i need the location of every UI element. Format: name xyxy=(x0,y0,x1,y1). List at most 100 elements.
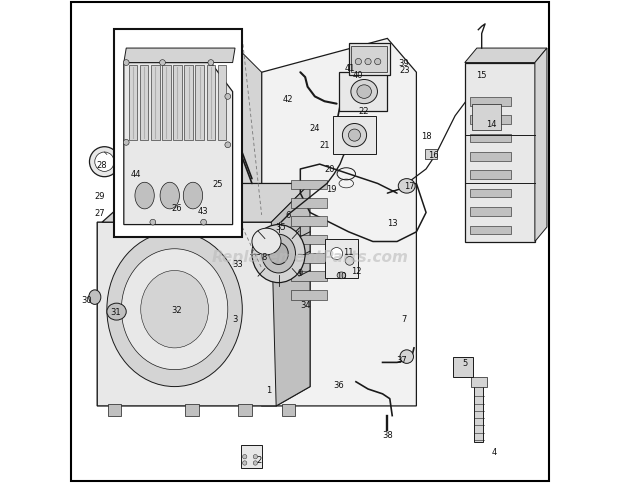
Ellipse shape xyxy=(208,60,214,66)
Bar xyxy=(333,117,376,155)
Text: 42: 42 xyxy=(283,95,293,104)
Ellipse shape xyxy=(107,232,242,387)
Ellipse shape xyxy=(160,183,179,210)
Polygon shape xyxy=(102,184,310,223)
Bar xyxy=(140,66,148,141)
Text: 1: 1 xyxy=(266,385,272,393)
Bar xyxy=(173,66,182,141)
Text: 24: 24 xyxy=(309,124,320,133)
Text: 2: 2 xyxy=(257,454,262,464)
Ellipse shape xyxy=(252,229,281,255)
Bar xyxy=(218,66,226,141)
Ellipse shape xyxy=(123,60,129,66)
Text: 9: 9 xyxy=(298,269,303,278)
Ellipse shape xyxy=(128,170,143,178)
Ellipse shape xyxy=(345,257,354,266)
Polygon shape xyxy=(124,49,235,63)
Bar xyxy=(469,226,511,235)
Text: 6: 6 xyxy=(286,211,291,220)
Text: 7: 7 xyxy=(402,315,407,324)
Ellipse shape xyxy=(262,235,296,273)
Text: 35: 35 xyxy=(276,223,286,232)
Polygon shape xyxy=(465,63,535,242)
Bar xyxy=(339,73,388,112)
Bar xyxy=(471,377,487,387)
Bar xyxy=(282,404,296,416)
Bar xyxy=(206,66,215,141)
Text: 41: 41 xyxy=(344,64,355,73)
Ellipse shape xyxy=(95,153,114,172)
Ellipse shape xyxy=(107,303,126,320)
Text: 23: 23 xyxy=(399,66,410,75)
Ellipse shape xyxy=(89,148,120,177)
Text: 44: 44 xyxy=(131,170,141,179)
Ellipse shape xyxy=(135,183,154,210)
Text: 13: 13 xyxy=(387,218,397,227)
Text: 20: 20 xyxy=(324,165,335,174)
Bar xyxy=(291,254,327,263)
Ellipse shape xyxy=(201,220,206,226)
Ellipse shape xyxy=(355,60,361,66)
Ellipse shape xyxy=(400,350,414,363)
Text: 25: 25 xyxy=(213,180,223,189)
Ellipse shape xyxy=(89,290,101,305)
Text: 31: 31 xyxy=(110,307,121,317)
Ellipse shape xyxy=(342,124,366,148)
Bar xyxy=(324,240,358,278)
Ellipse shape xyxy=(128,151,143,159)
Ellipse shape xyxy=(242,454,247,459)
Ellipse shape xyxy=(128,197,143,205)
Polygon shape xyxy=(97,223,310,406)
Text: 29: 29 xyxy=(94,192,105,201)
Text: 27: 27 xyxy=(94,209,105,217)
Bar xyxy=(469,116,511,125)
Ellipse shape xyxy=(374,60,381,66)
Ellipse shape xyxy=(184,183,203,210)
Text: 11: 11 xyxy=(343,247,354,256)
Ellipse shape xyxy=(253,461,257,465)
Bar xyxy=(195,66,204,141)
Text: 26: 26 xyxy=(172,204,182,212)
Ellipse shape xyxy=(351,80,378,105)
Bar xyxy=(291,180,327,190)
Ellipse shape xyxy=(128,221,143,229)
Text: 40: 40 xyxy=(353,71,363,80)
Text: 18: 18 xyxy=(421,131,432,140)
Bar xyxy=(184,66,193,141)
Bar xyxy=(291,217,327,227)
Polygon shape xyxy=(535,49,547,242)
Bar xyxy=(108,404,122,416)
Ellipse shape xyxy=(253,454,257,459)
Ellipse shape xyxy=(225,94,231,100)
Ellipse shape xyxy=(365,60,371,66)
Text: 21: 21 xyxy=(319,141,330,150)
Text: 17: 17 xyxy=(404,182,414,191)
Text: 4: 4 xyxy=(491,447,497,456)
Text: 14: 14 xyxy=(486,119,497,128)
Ellipse shape xyxy=(348,130,361,142)
Bar xyxy=(125,165,135,196)
Text: 39: 39 xyxy=(398,59,409,68)
Text: 43: 43 xyxy=(197,206,208,215)
Bar xyxy=(469,135,511,143)
Ellipse shape xyxy=(141,271,208,348)
Bar xyxy=(291,272,327,282)
Text: 22: 22 xyxy=(358,107,368,116)
Text: 30: 30 xyxy=(81,295,92,304)
Text: 32: 32 xyxy=(172,305,182,314)
Bar xyxy=(151,66,159,141)
Text: ReplacementParts.com: ReplacementParts.com xyxy=(211,249,409,264)
Ellipse shape xyxy=(128,182,143,190)
Bar xyxy=(453,357,473,377)
Bar xyxy=(469,153,511,161)
Bar xyxy=(351,46,388,73)
Bar xyxy=(474,384,483,442)
Polygon shape xyxy=(124,63,232,225)
Text: 15: 15 xyxy=(476,71,487,80)
Ellipse shape xyxy=(225,143,231,149)
Bar xyxy=(291,235,327,245)
Ellipse shape xyxy=(150,220,156,226)
Ellipse shape xyxy=(128,161,143,168)
Text: 37: 37 xyxy=(397,356,407,365)
Bar xyxy=(469,208,511,216)
